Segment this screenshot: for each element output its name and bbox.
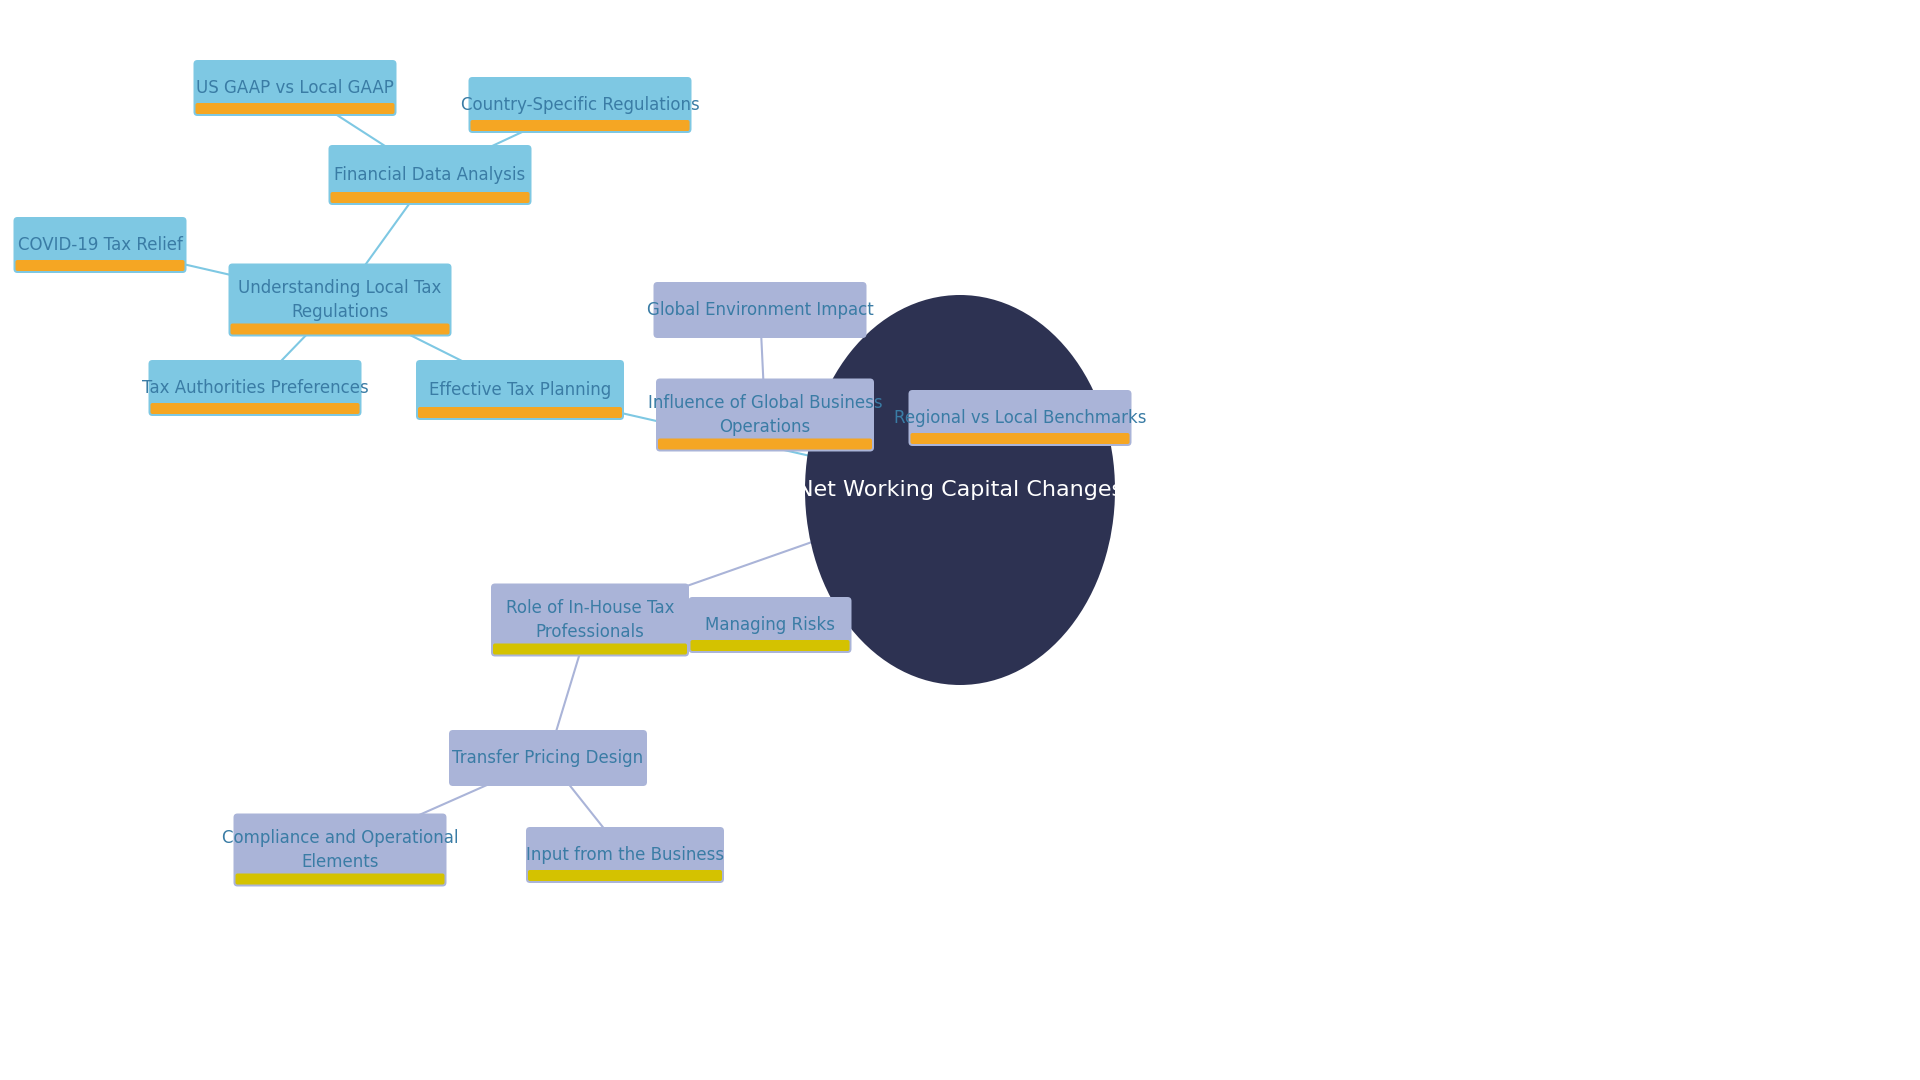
Text: Influence of Global Business
Operations: Influence of Global Business Operations	[647, 394, 883, 436]
FancyBboxPatch shape	[150, 403, 359, 414]
FancyBboxPatch shape	[196, 103, 394, 114]
FancyBboxPatch shape	[148, 360, 361, 416]
FancyBboxPatch shape	[470, 120, 689, 131]
Text: Understanding Local Tax
Regulations: Understanding Local Tax Regulations	[238, 280, 442, 321]
Text: Global Environment Impact: Global Environment Impact	[647, 301, 874, 319]
FancyBboxPatch shape	[689, 597, 851, 653]
FancyBboxPatch shape	[330, 192, 530, 203]
Ellipse shape	[804, 295, 1116, 685]
Text: Role of In-House Tax
Professionals: Role of In-House Tax Professionals	[505, 599, 674, 640]
FancyBboxPatch shape	[417, 360, 624, 420]
Text: Country-Specific Regulations: Country-Specific Regulations	[461, 96, 699, 114]
FancyBboxPatch shape	[468, 77, 691, 133]
FancyBboxPatch shape	[419, 407, 622, 418]
FancyBboxPatch shape	[449, 730, 647, 786]
Text: Compliance and Operational
Elements: Compliance and Operational Elements	[221, 829, 459, 870]
FancyBboxPatch shape	[236, 874, 445, 885]
FancyBboxPatch shape	[230, 324, 449, 335]
FancyBboxPatch shape	[653, 282, 866, 338]
FancyBboxPatch shape	[13, 217, 186, 273]
Text: Transfer Pricing Design: Transfer Pricing Design	[453, 750, 643, 767]
FancyBboxPatch shape	[528, 870, 722, 881]
FancyBboxPatch shape	[234, 813, 447, 887]
FancyBboxPatch shape	[657, 378, 874, 451]
Text: Net Working Capital Changes: Net Working Capital Changes	[797, 480, 1123, 500]
Text: Regional vs Local Benchmarks: Regional vs Local Benchmarks	[893, 409, 1146, 427]
FancyBboxPatch shape	[15, 260, 184, 271]
FancyBboxPatch shape	[526, 827, 724, 883]
FancyBboxPatch shape	[908, 390, 1131, 446]
Text: Managing Risks: Managing Risks	[705, 616, 835, 634]
Text: Input from the Business: Input from the Business	[526, 846, 724, 864]
FancyBboxPatch shape	[659, 438, 872, 449]
Text: Tax Authorities Preferences: Tax Authorities Preferences	[142, 379, 369, 397]
Text: US GAAP vs Local GAAP: US GAAP vs Local GAAP	[196, 79, 394, 97]
FancyBboxPatch shape	[493, 644, 687, 654]
Text: COVID-19 Tax Relief: COVID-19 Tax Relief	[17, 237, 182, 254]
Text: Financial Data Analysis: Financial Data Analysis	[334, 166, 526, 184]
FancyBboxPatch shape	[194, 60, 397, 116]
FancyBboxPatch shape	[691, 640, 849, 651]
FancyBboxPatch shape	[228, 264, 451, 337]
Text: Effective Tax Planning: Effective Tax Planning	[428, 381, 611, 399]
FancyBboxPatch shape	[910, 433, 1129, 444]
FancyBboxPatch shape	[328, 145, 532, 205]
FancyBboxPatch shape	[492, 583, 689, 657]
